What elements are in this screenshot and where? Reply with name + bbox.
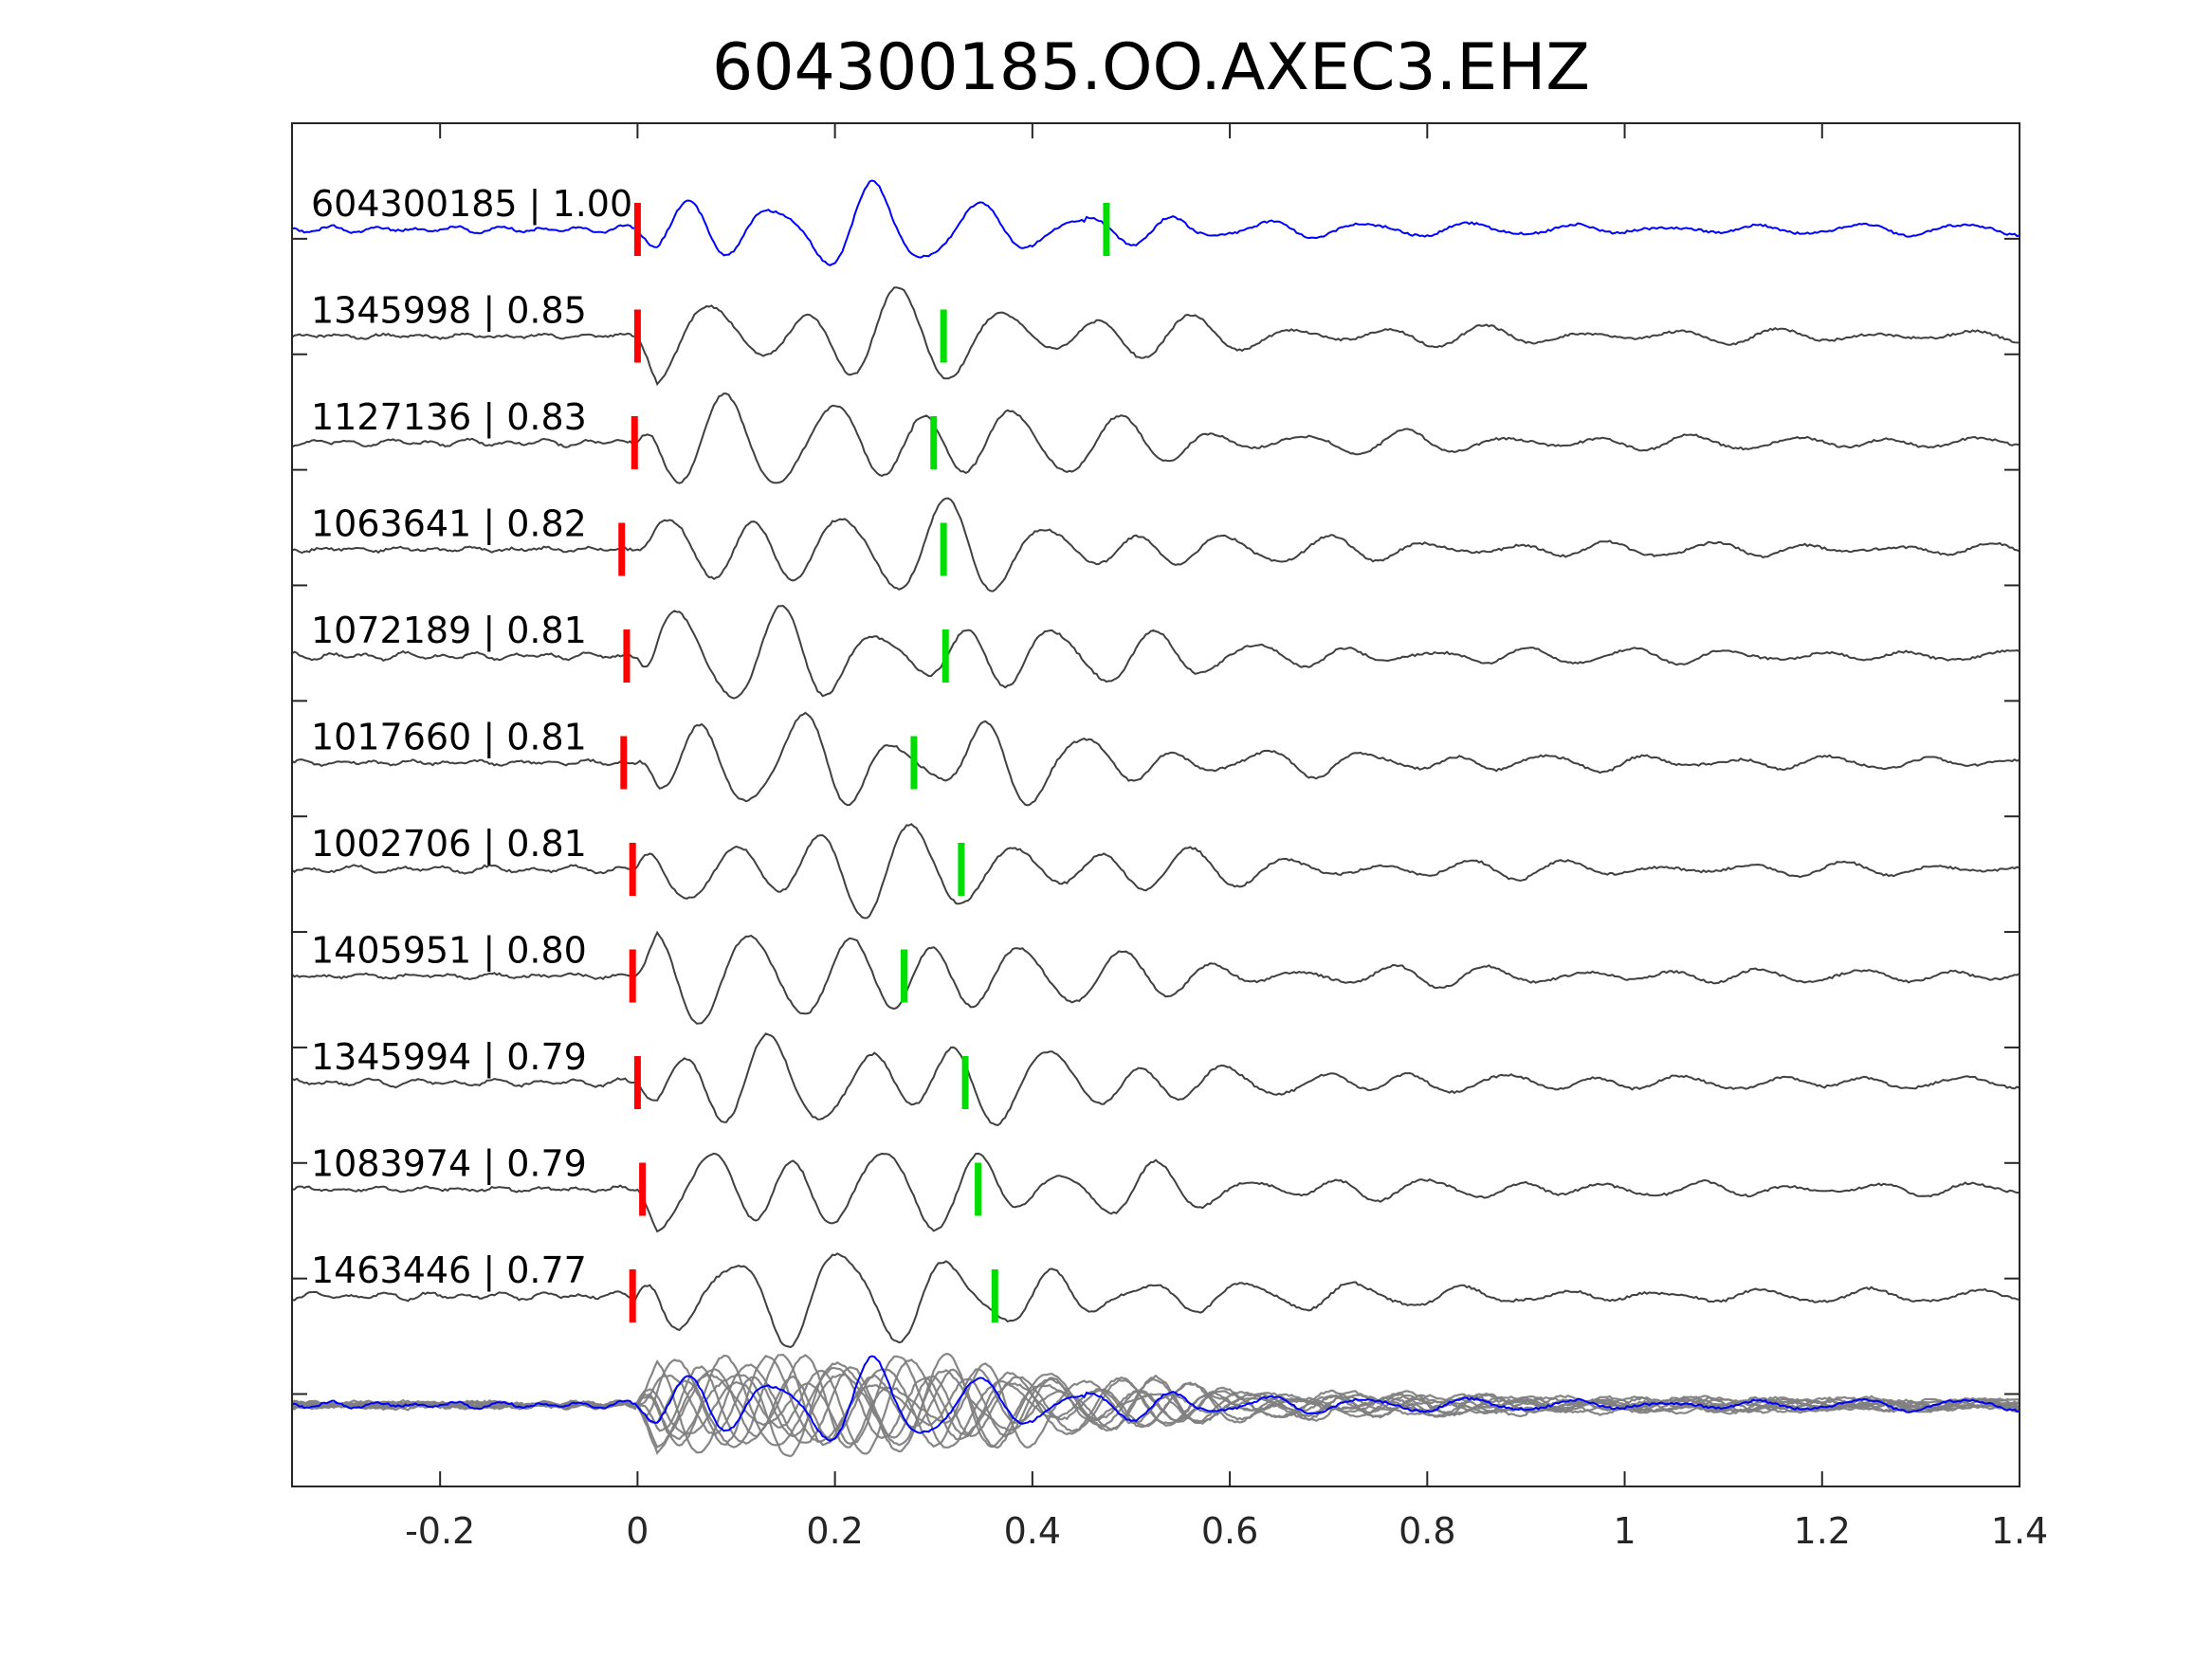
trace-waveform bbox=[291, 392, 2020, 484]
trace-label: 1127136 | 0.83 bbox=[311, 396, 587, 439]
stack-waveform bbox=[291, 1355, 2020, 1455]
stack-template-waveform bbox=[291, 1355, 2020, 1443]
x-tick-label: 0.2 bbox=[806, 1510, 863, 1552]
x-tick-label: 1 bbox=[1613, 1510, 1636, 1552]
trace-waveform bbox=[291, 497, 2020, 592]
trace-waveform bbox=[291, 711, 2020, 807]
x-tick-label: 0.6 bbox=[1201, 1510, 1258, 1552]
trace-waveform bbox=[291, 286, 2020, 387]
trace-label: 1463446 | 0.77 bbox=[311, 1249, 587, 1292]
trace-waveform bbox=[291, 1252, 2020, 1349]
traces-layer: 604300185 | 1.00 1345998 | 0.85 1127136 | … bbox=[291, 179, 2020, 1349]
x-tick-label: 1.2 bbox=[1794, 1510, 1851, 1552]
x-tick-label: -0.2 bbox=[405, 1510, 475, 1552]
trace-waveform bbox=[291, 1032, 2020, 1126]
x-tick-label: 0.4 bbox=[1004, 1510, 1061, 1552]
x-tick-label: 1.4 bbox=[1991, 1510, 2048, 1552]
axes-layer: -0.2 0 0.2 0.4 0.6 0.8 1 1.2 1.4 bbox=[291, 122, 2048, 1552]
trace-label: 1017660 | 0.81 bbox=[311, 717, 587, 759]
trace-label: 1345994 | 0.79 bbox=[311, 1036, 587, 1079]
plot-frame bbox=[291, 122, 2020, 1487]
trace-waveform bbox=[291, 823, 2020, 920]
trace-label: 604300185 | 1.00 bbox=[311, 183, 632, 226]
stack-layer bbox=[291, 1353, 2020, 1458]
trace-label: 1405951 | 0.80 bbox=[311, 930, 587, 973]
trace-label: 1063641 | 0.82 bbox=[311, 503, 587, 546]
chart-title: 604300185.OO.AXEC3.EHZ bbox=[712, 30, 1590, 105]
x-tick-label: 0 bbox=[626, 1510, 649, 1552]
trace-label: 1002706 | 0.81 bbox=[311, 823, 587, 866]
trace-waveform bbox=[291, 930, 2020, 1025]
trace-waveform bbox=[291, 1152, 2020, 1233]
trace-waveform bbox=[291, 605, 2020, 700]
trace-label: 1072189 | 0.81 bbox=[311, 610, 587, 652]
trace-waveform bbox=[291, 179, 2020, 267]
trace-label: 1083974 | 0.79 bbox=[311, 1143, 587, 1186]
trace-label: 1345998 | 0.85 bbox=[311, 290, 587, 333]
x-tick-label: 0.8 bbox=[1398, 1510, 1455, 1552]
